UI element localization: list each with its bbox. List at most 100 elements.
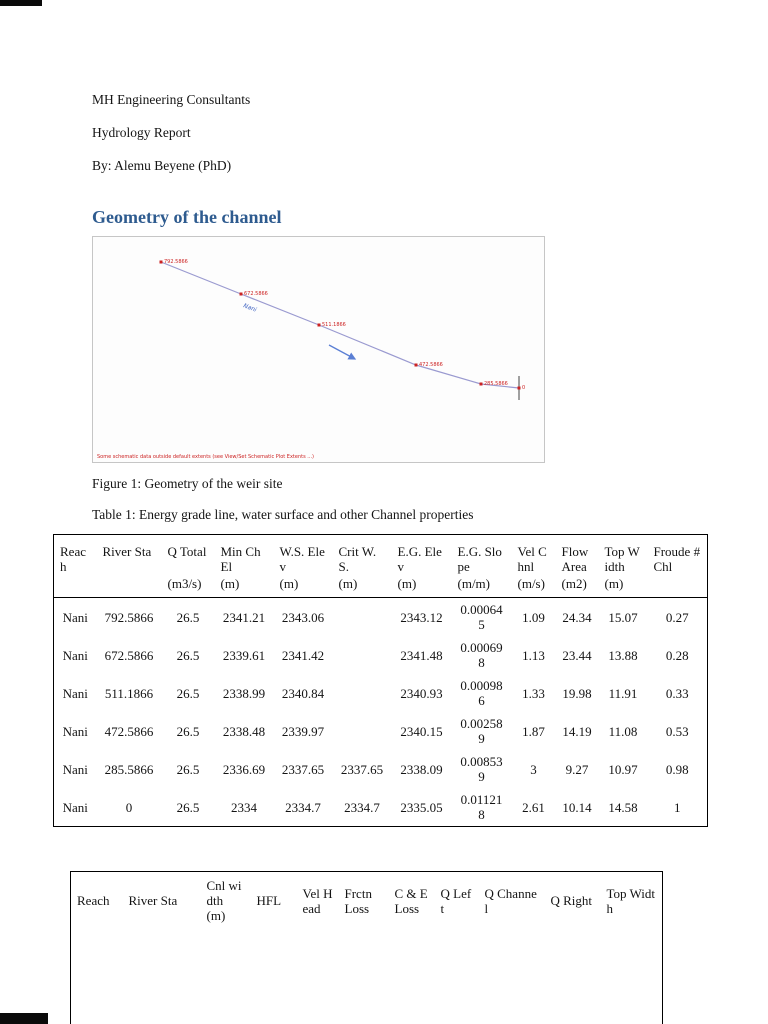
- scan-artifact-top: [0, 0, 42, 6]
- t1-cell: 2340.93: [400, 685, 443, 701]
- t1-column-unit: [53, 575, 97, 598]
- t1-cell: 2341.42: [281, 647, 325, 663]
- t1-cell: 511.1866: [104, 685, 154, 701]
- station-marker: [414, 363, 418, 367]
- t1-column-header: Reach: [60, 544, 86, 574]
- station-label: 672.5866: [244, 291, 268, 297]
- t1-column-unit: (m3/s): [161, 575, 215, 598]
- t1-cell: 2339.61: [222, 647, 266, 663]
- t1-cell: 1.13: [522, 647, 545, 663]
- company-line: MH Engineering Consultants: [92, 92, 251, 107]
- station-marker: [317, 323, 321, 327]
- t1-cell: 26.5: [176, 647, 200, 663]
- t1-column-unit: (m): [391, 575, 452, 598]
- station-marker: [517, 386, 521, 390]
- t1-column-header: W.S. Elev: [279, 544, 325, 574]
- scan-artifact-bottom: [0, 1013, 48, 1024]
- t1-cell: 1.87: [522, 723, 545, 739]
- t1-cell: 472.5866: [104, 723, 154, 739]
- t1-data-row: Nani 0 26.5 2334 2334.7 2334.7 2335.05 0.011218…: [54, 788, 708, 827]
- t1-column-unit: [96, 575, 162, 598]
- t1-cell: 26.5: [176, 685, 200, 701]
- t1-cell: 2337.65: [281, 761, 325, 777]
- t1-cell: 2.61: [522, 799, 545, 815]
- t1-column-header: Vel Chnl: [517, 544, 547, 574]
- t1-column-unit: [647, 575, 708, 598]
- station-label: 285.5866: [484, 381, 508, 387]
- t2-column-header: Vel Head: [302, 885, 333, 916]
- t2-column-header: Q Right: [550, 893, 593, 908]
- t1-cell: 26.5: [176, 799, 200, 815]
- t1-cell: 0.53: [665, 723, 689, 739]
- t2-column-header: C & E Loss: [394, 885, 428, 916]
- t2-column-header: River Sta: [128, 893, 178, 908]
- t1-cell: Nani: [62, 799, 88, 815]
- channel-properties-table: Reach River Sta Q Total Min Ch El W.S. Elev C…: [53, 534, 708, 827]
- t1-cell: 0.000645: [460, 602, 503, 632]
- t1-cell: 0.002589: [460, 716, 503, 746]
- t1-cell: 0.33: [665, 685, 689, 701]
- t1-column-header: Crit W.S.: [338, 544, 377, 574]
- t2-empty-row: [71, 929, 663, 1024]
- t1-cell: 26.5: [176, 723, 200, 739]
- t1-cell: 0.27: [665, 609, 689, 625]
- t1-cell: 19.98: [562, 685, 592, 701]
- t1-cell: [333, 636, 392, 674]
- t1-column-header: Froude # Chl: [653, 544, 701, 574]
- t1-cell: 14.19: [562, 723, 592, 739]
- t1-cell: Nani: [62, 723, 88, 739]
- t1-cell: 2335.05: [400, 799, 443, 815]
- t1-cell: 26.5: [176, 609, 200, 625]
- t1-cell: 2336.69: [222, 761, 266, 777]
- t2-column-header: Reach: [77, 893, 110, 908]
- t1-cell: 2334.7: [285, 799, 321, 815]
- t1-cell: 1: [674, 799, 681, 815]
- report-line: Hydrology Report: [92, 125, 191, 140]
- t1-cell: 672.5866: [104, 647, 154, 663]
- t2-header-row: Reach River Sta Cnl width (m) HFL Vel Head Fr…: [71, 872, 663, 930]
- t1-cell: 2343.06: [281, 609, 325, 625]
- t1-column-header: Top Width: [604, 544, 640, 574]
- table1-caption: Table 1: Energy grade line, water surfac…: [92, 507, 474, 522]
- t1-cell: 2337.65: [340, 761, 384, 777]
- t1-cell: 0.000986: [460, 678, 503, 708]
- author-line: By: Alemu Beyene (PhD): [92, 158, 232, 173]
- section-title: Geometry of the channel: [92, 207, 282, 227]
- t1-cell: Nani: [62, 761, 88, 777]
- t1-cell: 2341.21: [222, 609, 266, 625]
- reach-label: Nani: [242, 302, 258, 314]
- t1-cell: 2343.12: [400, 609, 443, 625]
- t1-cell: 0.28: [665, 647, 689, 663]
- station-markers: 792.5866 672.5866 511.1866 472.5866 285.5866…: [159, 259, 525, 391]
- t1-column-header: Min Ch El: [220, 544, 261, 574]
- station-label: 511.1866: [322, 322, 346, 328]
- t1-column-unit: (m): [273, 575, 333, 598]
- figure-caption: Figure 1: Geometry of the weir site: [92, 476, 283, 491]
- t1-cell: Nani: [62, 647, 88, 663]
- t1-cell: 0.008539: [460, 754, 503, 784]
- t1-cell: 2334: [231, 799, 257, 815]
- t1-data-row: Nani 792.5866 26.5 2341.21 2343.06 2343.12 0.0…: [54, 598, 708, 637]
- t1-column-unit: (m2): [555, 575, 599, 598]
- t1-data-row: Nani 285.5866 26.5 2336.69 2337.65 2337.65 233…: [54, 750, 708, 788]
- t1-cell: [333, 674, 392, 712]
- t1-cell: 0: [125, 799, 133, 815]
- station-label: 472.5866: [419, 362, 443, 368]
- figure-note: Some schematic data outside default exte…: [97, 454, 314, 460]
- t1-cell: 285.5866: [104, 761, 154, 777]
- station-marker: [159, 260, 163, 264]
- t1-cell: 3: [530, 761, 537, 777]
- t1-cell: Nani: [62, 685, 88, 701]
- t1-cell: 0.98: [665, 761, 689, 777]
- t1-cell: 792.5866: [104, 609, 154, 625]
- t1-cell: 10.14: [562, 799, 592, 815]
- t1-cell: 2338.48: [222, 723, 266, 739]
- t1-data-row: Nani 472.5866 26.5 2338.48 2339.97 2340.15 0.0…: [54, 712, 708, 750]
- t1-cell: [333, 598, 392, 637]
- t1-cell: 2338.99: [222, 685, 266, 701]
- t1-column-header: E.G. Slope: [457, 544, 502, 574]
- geometry-plot: Nani Some schematic data outside default…: [97, 259, 525, 460]
- t1-column-unit: (m/m): [451, 575, 512, 598]
